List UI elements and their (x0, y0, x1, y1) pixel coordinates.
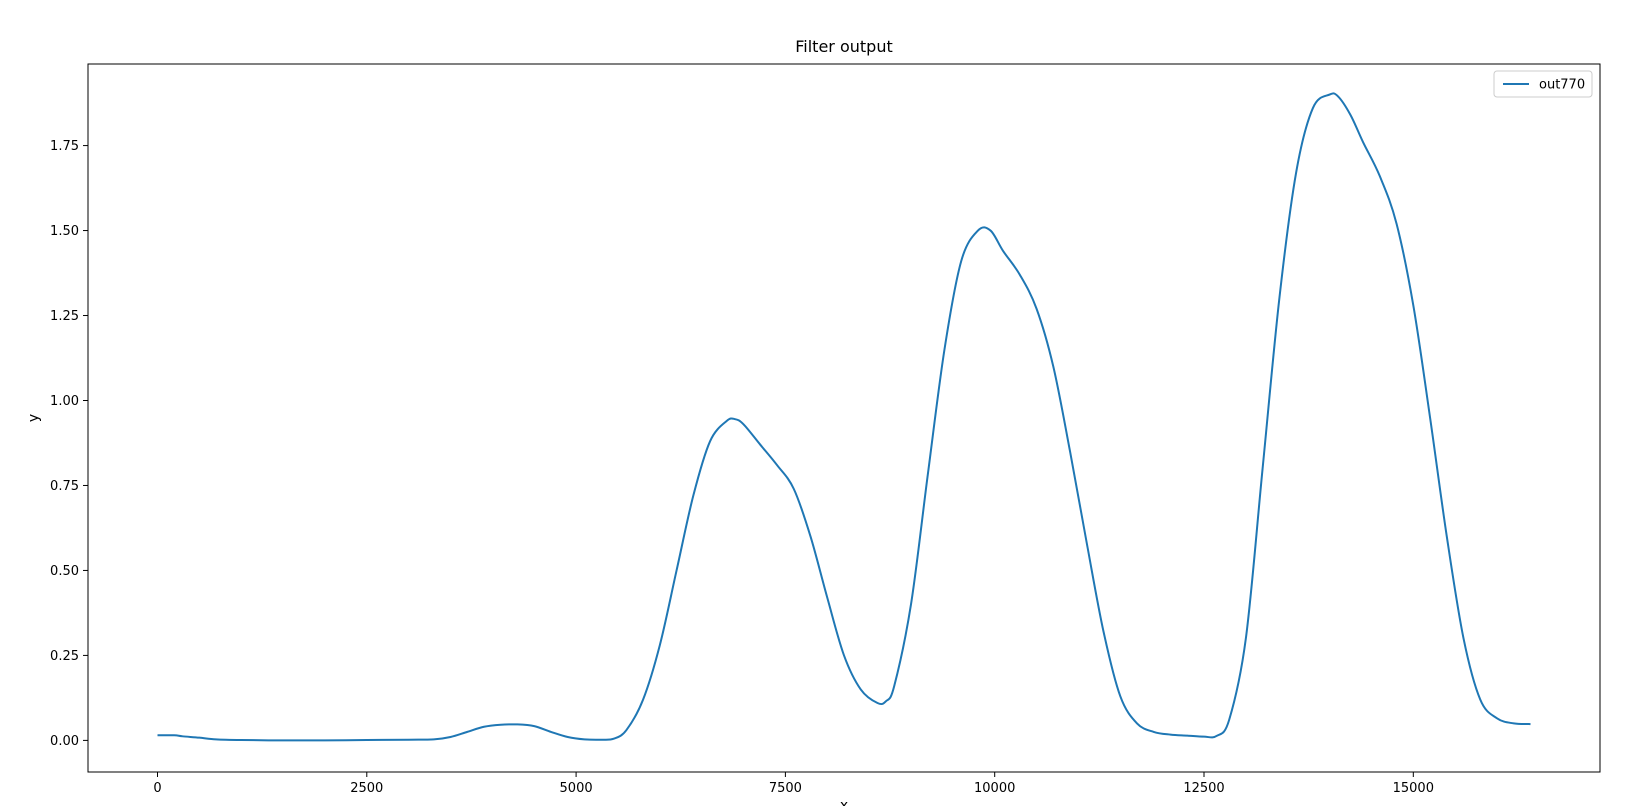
x-tick-label: 15000 (1393, 781, 1434, 796)
x-tick-label: 5000 (560, 781, 593, 796)
x-tick-label: 10000 (974, 781, 1015, 796)
y-axis-ticks: 0.00 0.25 0.50 0.75 1.00 1.25 1.50 1.75 (50, 139, 88, 749)
y-tick-label: 0.25 (50, 649, 79, 664)
y-tick-label: 1.00 (50, 394, 79, 409)
y-axis-label: y (26, 414, 42, 422)
y-tick-label: 1.25 (50, 309, 79, 324)
legend-label-out770: out770 (1539, 78, 1585, 93)
x-tick-label: 2500 (350, 781, 383, 796)
x-tick-label: 7500 (769, 781, 802, 796)
x-axis-ticks: 0 2500 5000 7500 10000 12500 15000 (153, 772, 1434, 796)
series-layer (157, 92, 1531, 742)
legend: out770 (1493, 70, 1593, 98)
legend-box (1493, 70, 1593, 98)
x-tick-label: 0 (153, 781, 161, 796)
y-tick-label: 0.75 (50, 479, 79, 494)
y-tick-label: 1.75 (50, 139, 79, 154)
chart-title: Filter output (795, 37, 892, 56)
plot-frame (87, 63, 1601, 773)
x-axis-label: x (840, 798, 848, 806)
y-tick-label: 0.50 (50, 564, 79, 579)
series-line-out770 (157, 92, 1531, 742)
y-tick-label: 0.00 (50, 734, 79, 749)
y-tick-label: 1.50 (50, 224, 79, 239)
x-tick-label: 12500 (1183, 781, 1224, 796)
